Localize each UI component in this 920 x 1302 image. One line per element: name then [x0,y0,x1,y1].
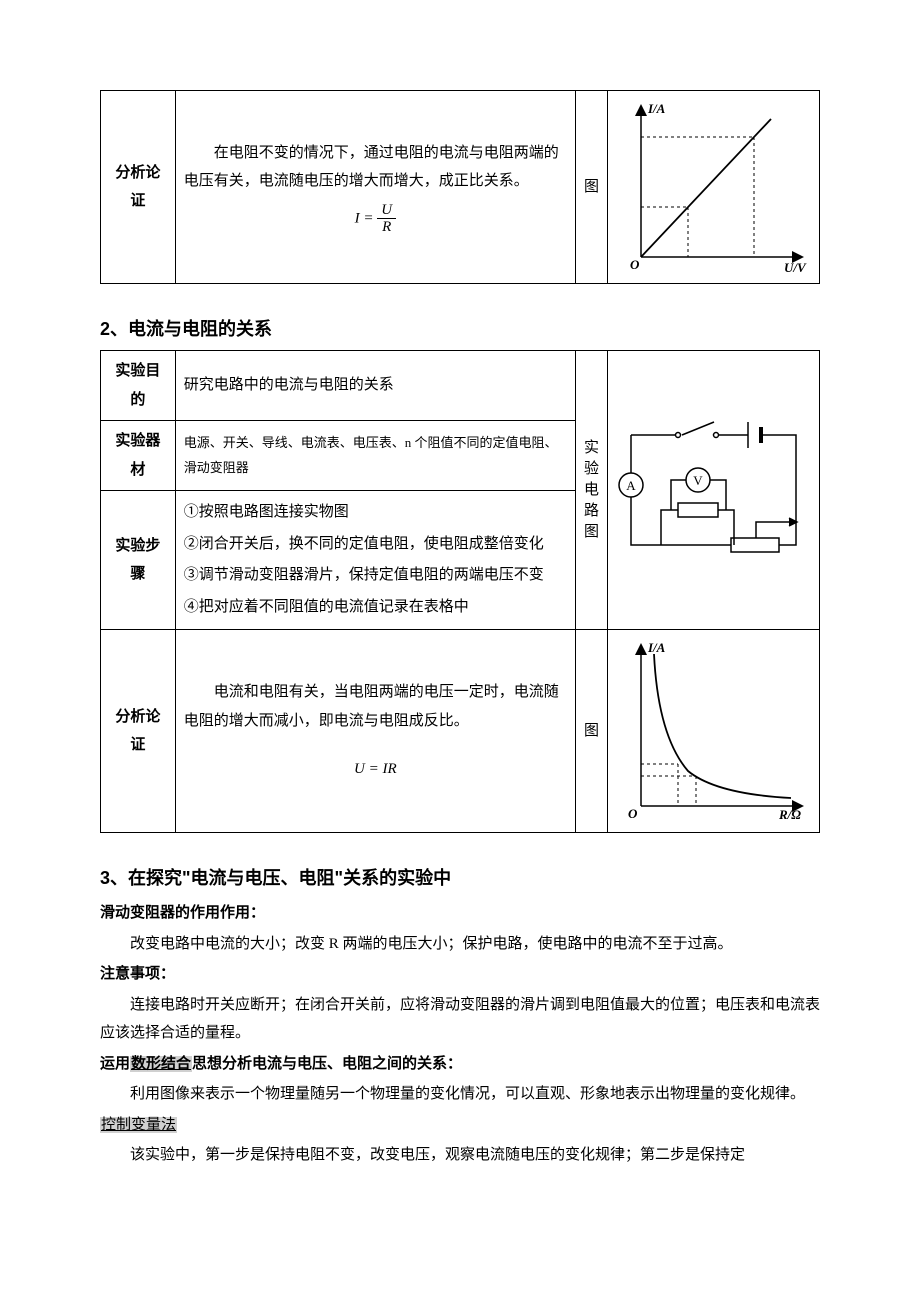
svg-text:I/A: I/A [647,640,666,655]
row-label-purpose: 实验目的 [101,351,176,421]
step-3: ③调节滑动变阻器滑片，保持定值电阻的两端电压不变 [184,560,567,592]
analysis-text-1: 在电阻不变的情况下，通过电阻的电流与电阻两端的电压有关，电流随电压的增大而增大，… [184,139,567,196]
svg-text:A: A [626,478,636,493]
circuit-diagram-cell: A V [607,351,819,630]
heading-section-3: 3、在探究"电流与电压、电阻"关系的实验中 [100,861,820,895]
svg-text:R/Ω: R/Ω [778,807,801,822]
table-section-2: 实验目的 研究电路中的电流与电阻的关系 实验电路图 [100,350,820,833]
purpose-text: 研究电路中的电流与电阻的关系 [175,351,575,421]
svg-text:O: O [630,257,640,272]
analysis-text-2: 电流和电阻有关，当电阻两端的电压一定时，电流随电阻的增大而减小，即电流与电阻成反… [184,678,567,735]
sub4-text: 该实验中，第一步是保持电阻不变，改变电压，观察电流随电压的变化规律；第二步是保持… [100,1141,820,1170]
row-label-equip: 实验器材 [101,421,176,491]
sub2-label: 注意事项： [100,960,820,989]
formula-u-ir: U = IR [184,755,567,784]
svg-text:V: V [693,473,703,488]
svg-text:U/V: U/V [784,260,807,275]
sub1-label: 滑动变阻器的作用作用： [100,899,820,928]
circuit-vert-text: 实验电路图 [584,440,599,540]
row-label-steps: 实验步骤 [101,491,176,630]
formula-i-u-r: I = UR [184,202,567,236]
vert-label-graph-2: 图 [575,630,607,833]
sub3-highlight: 数形结合 [130,1056,192,1072]
sub2-text: 连接电路时开关应断开；在闭合开关前，应将滑动变阻器的滑片调到电阻值最大的位置；电… [100,991,820,1048]
sub3-label: 运用数形结合思想分析电流与电压、电阻之间的关系： [100,1050,820,1079]
analysis-content-1: 在电阻不变的情况下，通过电阻的电流与电阻两端的电压有关，电流随电压的增大而增大，… [175,91,575,284]
heading-section-2: 2、电流与电阻的关系 [100,312,820,346]
step-1: ①按照电路图连接实物图 [184,497,567,529]
steps-cell: ①按照电路图连接实物图 ②闭合开关后，换不同的定值电阻，使电阻成整倍变化 ③调节… [175,491,575,630]
row-label-analysis-2: 分析论证 [101,630,176,833]
step-4: ④把对应着不同阻值的电流值记录在表格中 [184,592,567,624]
sub3-text: 利用图像来表示一个物理量随另一个物理量的变化情况，可以直观、形象地表示出物理量的… [100,1080,820,1109]
sub1-text: 改变电路中电流的大小；改变 R 两端的电压大小；保护电路，使电路中的电流不至于过… [100,930,820,959]
graph-cell-1: I/A U/V O [607,91,819,284]
table-analysis-1: 分析论证 在电阻不变的情况下，通过电阻的电流与电阻两端的电压有关，电流随电压的增… [100,90,820,284]
svg-text:O: O [628,806,638,821]
graph-cell-2: I/A R/Ω O [607,630,819,833]
row-label-analysis: 分析论证 [101,91,176,284]
svg-text:I/A: I/A [647,101,666,116]
equip-text: 电源、开关、导线、电流表、电压表、n 个阻值不同的定值电阻、滑动变阻器 [175,421,575,491]
sub3-suffix: 思想分析电流与电压、电阻之间的关系： [192,1056,462,1072]
sub4-highlight: 控制变量法 [100,1117,177,1133]
circuit-diagram: A V [616,410,811,570]
vert-label-circuit: 实验电路图 [575,351,607,630]
inverse-graph: I/A R/Ω O [616,636,811,826]
vert-label-graph-1: 图 [575,91,607,284]
sub3-prefix: 运用 [100,1056,130,1072]
analysis-cell-2: 电流和电阻有关，当电阻两端的电压一定时，电流随电阻的增大而减小，即电流与电阻成反… [175,630,575,833]
sub4-label: 控制变量法 [100,1111,820,1140]
step-2: ②闭合开关后，换不同的定值电阻，使电阻成整倍变化 [184,529,567,561]
linear-graph: I/A U/V O [616,97,811,277]
